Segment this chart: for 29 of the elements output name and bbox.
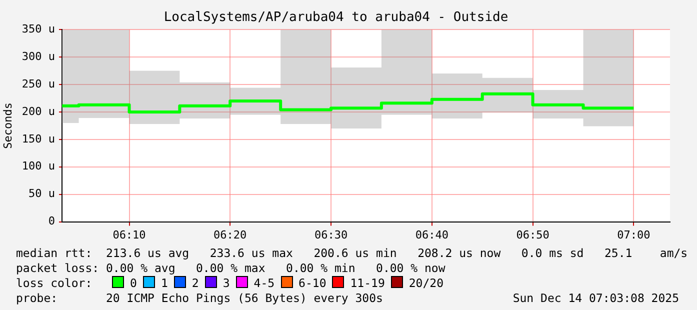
- text: median rtt: 213.6 us avg 233.6 us max 200.6 us min 208.2 us now 0.0 ms sd 25.1 am/s: [16, 246, 689, 261]
- text: 3: [222, 276, 230, 290]
- text: 1: [160, 276, 168, 290]
- x-tick-label: 06:20: [214, 228, 247, 242]
- text: Sun Dec 14 07:03:08 2025: [512, 291, 679, 306]
- text: 0: [130, 276, 137, 290]
- text: loss color:: [16, 276, 94, 290]
- x-tick-label: 06:10: [112, 228, 146, 242]
- y-tick-label: 250 u: [22, 77, 55, 90]
- x-tick-label: 06:30: [314, 228, 348, 242]
- x-tick-label: 06:40: [415, 228, 448, 242]
- y-tick-label: 100 u: [22, 160, 55, 173]
- text: packet loss: 0.00 % avg 0.00 % max 0.00 % min 0.00 % now: [16, 261, 446, 276]
- y-tick-label: 350 u: [22, 22, 55, 36]
- x-tick-label: 07:00: [617, 228, 650, 242]
- y-tick-label: 50 u: [28, 187, 55, 200]
- text: 2: [192, 276, 199, 290]
- y-tick-label: 0: [48, 214, 55, 228]
- y-tick-label: 300 u: [22, 50, 55, 63]
- y-tick-label: 150 u: [22, 132, 55, 146]
- text: 11-19: [350, 276, 385, 290]
- text: 6-10: [298, 276, 326, 290]
- x-tick-label: 06:50: [516, 228, 550, 242]
- y-axis-title: Seconds: [1, 102, 14, 149]
- text: probe: 20 ICMP Echo Pings (56 Bytes) every 300s: [16, 291, 383, 305]
- y-tick-label: 200 u: [22, 104, 55, 118]
- text: 4-5: [254, 276, 275, 290]
- chart-title: LocalSystems/AP/aruba04 to aruba04 - Outside: [164, 10, 508, 26]
- text: 20/20: [408, 276, 444, 290]
